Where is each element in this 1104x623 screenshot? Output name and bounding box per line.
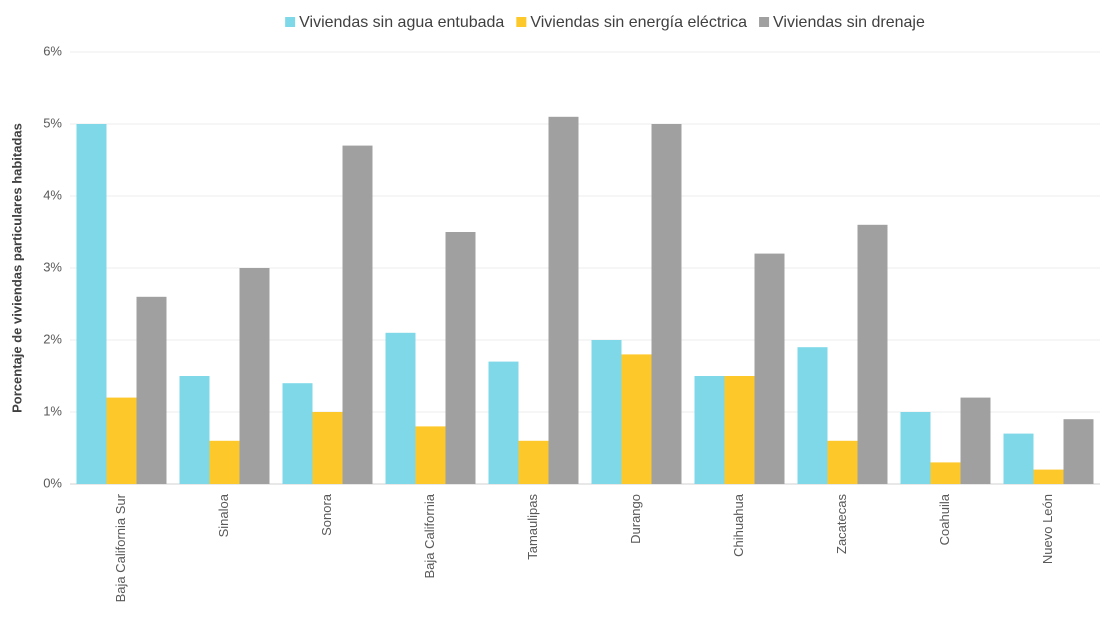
x-tick-label: Sonora bbox=[319, 493, 334, 536]
bar bbox=[621, 354, 652, 484]
y-tick-label: 3% bbox=[43, 259, 62, 274]
legend-label: Viviendas sin agua entubada bbox=[299, 14, 504, 31]
x-tick-label: Baja California Sur bbox=[113, 493, 128, 602]
bar bbox=[591, 340, 622, 484]
bar bbox=[651, 124, 682, 484]
bar bbox=[76, 124, 107, 484]
bar bbox=[179, 376, 210, 484]
x-tick-label: Chihuahua bbox=[731, 493, 746, 557]
bar bbox=[827, 440, 858, 484]
x-tick-label: Tamaulipas bbox=[525, 494, 540, 560]
bar bbox=[415, 426, 446, 484]
legend-label: Viviendas sin drenaje bbox=[773, 14, 925, 31]
bar bbox=[724, 376, 755, 484]
x-tick-label: Nuevo León bbox=[1040, 494, 1055, 564]
y-tick-label: 1% bbox=[43, 403, 62, 418]
bar bbox=[1033, 469, 1064, 484]
y-axis-title: Porcentaje de viviendas particulares hab… bbox=[9, 123, 24, 413]
y-tick-label: 2% bbox=[43, 331, 62, 346]
bar bbox=[445, 232, 476, 484]
bar bbox=[930, 462, 961, 484]
bar bbox=[548, 116, 579, 485]
bar bbox=[694, 376, 725, 484]
bar bbox=[754, 253, 785, 484]
bar bbox=[106, 397, 137, 484]
bar bbox=[488, 361, 519, 484]
bar bbox=[797, 347, 828, 484]
legend-swatch bbox=[285, 17, 296, 27]
bar bbox=[857, 224, 888, 485]
y-tick-label: 5% bbox=[43, 115, 62, 130]
x-tick-label: Baja California bbox=[422, 493, 437, 578]
bar bbox=[960, 397, 991, 484]
bar bbox=[239, 268, 270, 484]
bar bbox=[312, 412, 343, 484]
legend-label: Viviendas sin energía eléctrica bbox=[530, 14, 747, 31]
y-tick-label: 0% bbox=[43, 475, 62, 490]
bar bbox=[209, 440, 240, 484]
bar bbox=[1063, 419, 1094, 484]
legend-swatch bbox=[759, 17, 770, 27]
y-tick-label: 4% bbox=[43, 187, 62, 202]
x-tick-label: Durango bbox=[628, 494, 643, 544]
bar bbox=[282, 383, 313, 484]
x-tick-label: Sinaloa bbox=[216, 493, 231, 537]
bar bbox=[518, 440, 549, 484]
x-tick-label: Zacatecas bbox=[834, 494, 849, 554]
bar bbox=[900, 412, 931, 484]
bar bbox=[342, 145, 373, 484]
bar bbox=[1003, 433, 1034, 484]
bar bbox=[136, 296, 167, 484]
x-tick-label: Coahuila bbox=[937, 493, 952, 545]
bar bbox=[385, 332, 416, 484]
legend-swatch bbox=[516, 17, 527, 27]
y-tick-label: 6% bbox=[43, 43, 62, 58]
